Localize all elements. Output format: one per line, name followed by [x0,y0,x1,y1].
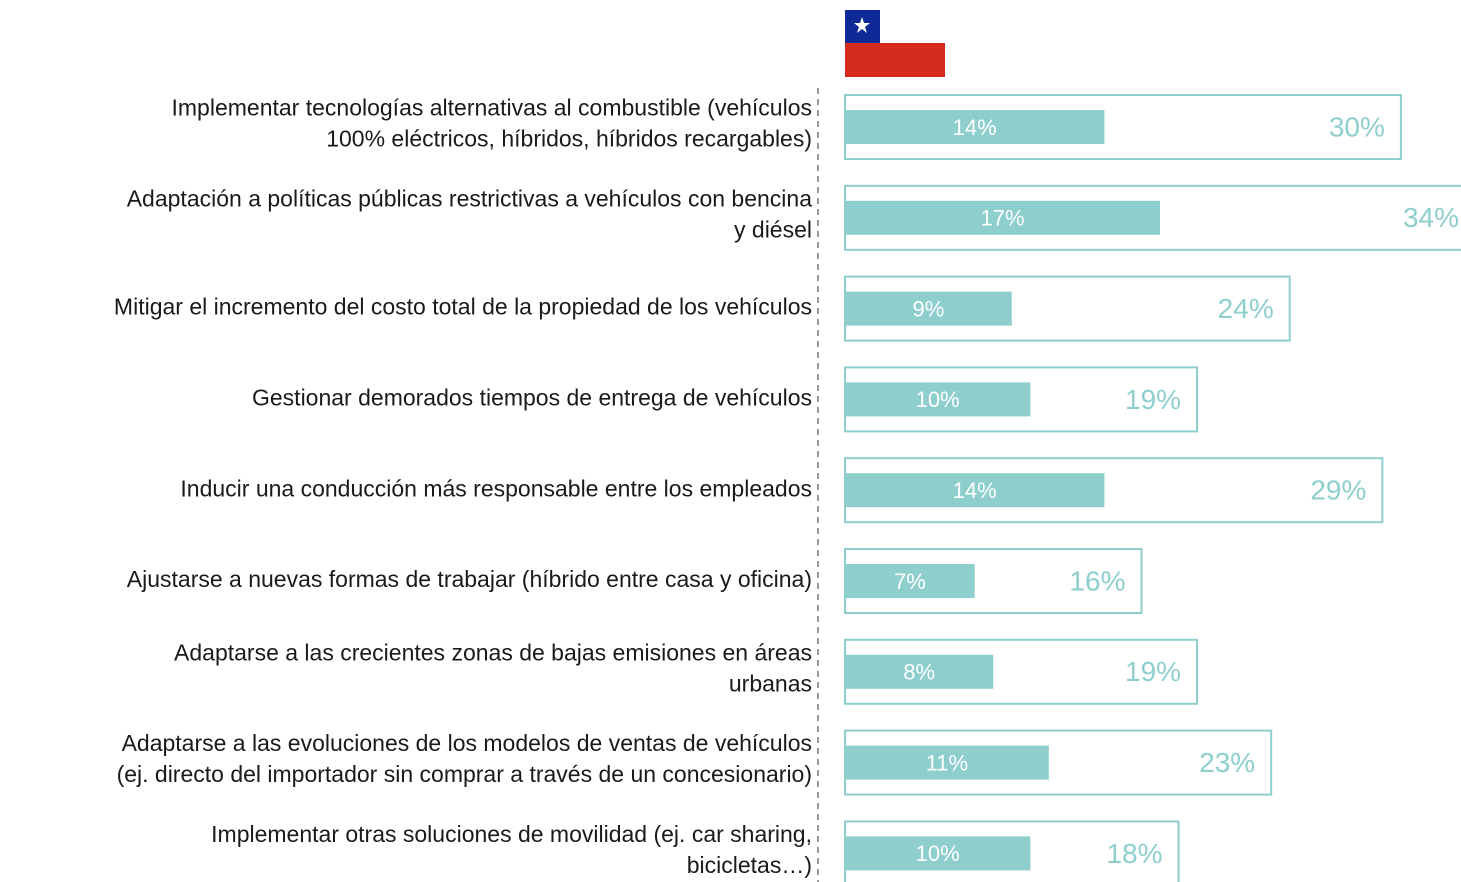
sub-label: 14% [953,478,997,503]
total-label: 19% [1125,656,1181,687]
category-label: urbanas [729,670,812,696]
category-label: Mitigar el incremento del costo total de… [114,294,812,320]
sub-bar [845,654,994,689]
category-label: Ajustarse a nuevas formas de trabajar (h… [127,566,812,592]
sub-bar [845,564,975,598]
category-label: Adaptarse a las crecientes zonas de baja… [174,639,812,665]
total-label: 30% [1329,111,1385,142]
flag-red [845,43,945,77]
sub-label: 10% [916,841,960,866]
sub-label: 7% [894,569,926,594]
sub-bar [845,200,1161,235]
total-label: 23% [1199,747,1255,778]
flag-star [854,17,870,33]
sub-bar [845,745,1049,780]
category-label: 100% eléctricos, híbridos, híbridos reca… [326,126,812,152]
category-label: Implementar tecnologías alternativas al … [172,95,813,121]
sub-bar [845,110,1105,144]
sub-bar [845,291,1012,326]
total-label: 18% [1106,838,1162,869]
category-label: (ej. directo del importador sin comprar … [117,761,812,787]
sub-bar [845,382,1031,417]
category-label: y diésel [734,216,812,242]
sub-label: 10% [916,387,960,412]
sub-bar [845,836,1031,871]
category-label: bicicletas…) [687,852,812,878]
category-label: Adaptación a políticas públicas restrict… [127,185,812,211]
sub-label: 11% [926,750,968,775]
total-label: 34% [1403,202,1459,233]
flag [845,10,945,77]
sub-bar [845,473,1105,508]
sub-label: 14% [953,115,997,140]
total-label: 29% [1310,475,1366,506]
category-label: Gestionar demorados tiempos de entrega d… [252,384,812,410]
category-label: Implementar otras soluciones de movilida… [211,821,812,847]
category-label: Inducir una conducción más responsable e… [180,475,812,501]
sub-label: 17% [980,206,1024,231]
sub-label: 9% [912,296,944,321]
total-label: 16% [1069,565,1125,596]
sub-label: 8% [903,660,935,685]
total-label: 19% [1125,384,1181,415]
category-label: Adaptarse a las evoluciones de los model… [122,730,812,756]
total-label: 24% [1218,293,1274,324]
